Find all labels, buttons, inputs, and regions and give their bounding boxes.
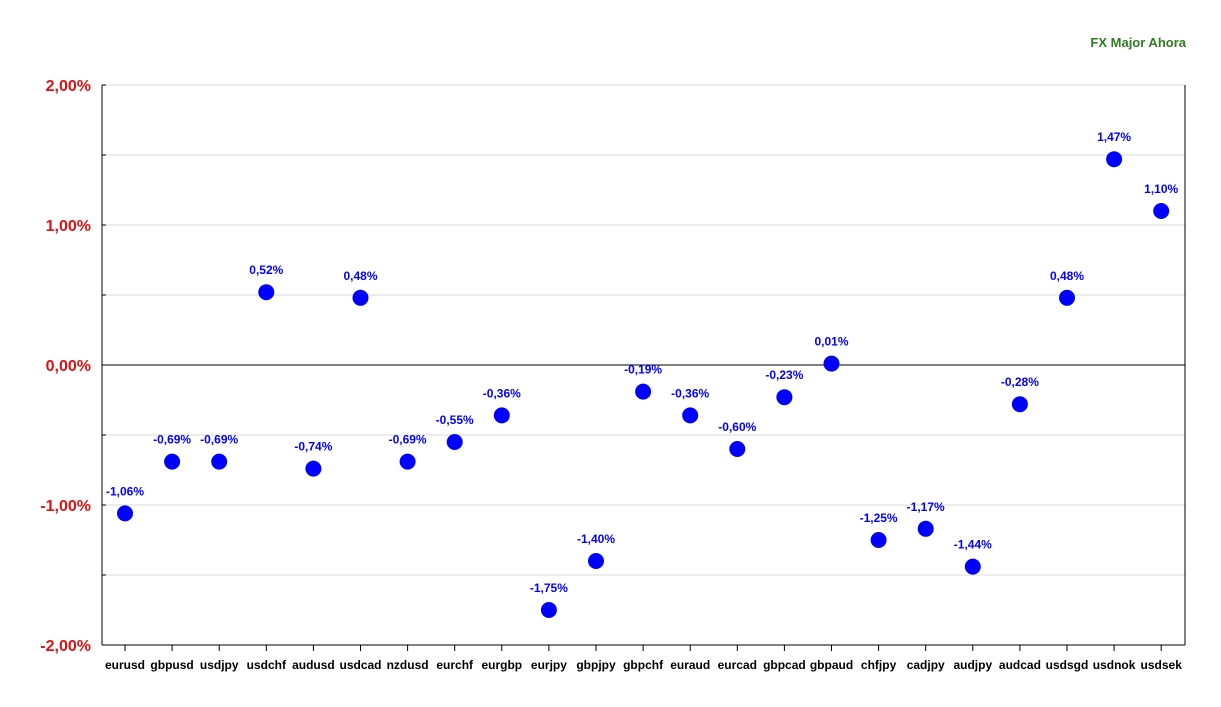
y-tick-labels: 2,00% 1,00% 0,00% -1,00% -2,00% <box>40 78 91 655</box>
x-tick-label-eurchf: eurchf <box>436 658 474 672</box>
data-point-usdjpy <box>211 453 228 470</box>
data-label-gbpchf: -0,19% <box>624 363 662 377</box>
y-tick-label: 1,00% <box>46 218 91 235</box>
x-tick-label-audjpy: audjpy <box>953 658 992 672</box>
x-tick-label-audusd: audusd <box>292 658 335 672</box>
data-point-audcad <box>1011 396 1028 413</box>
data-point-audjpy <box>964 558 981 575</box>
data-point-cadjpy <box>917 520 934 537</box>
data-point-usdchf <box>258 284 275 301</box>
data-point-gbpusd <box>164 453 181 470</box>
data-point-usdnok <box>1106 151 1123 168</box>
data-point-usdcad <box>352 289 369 306</box>
data-label-audjpy: -1,44% <box>954 538 992 552</box>
data-label-audusd: -0,74% <box>294 440 332 454</box>
x-tick-label-eurusd: eurusd <box>105 658 145 672</box>
data-label-gbpcad: -0,23% <box>765 368 803 382</box>
data-point-eurcad <box>729 441 746 457</box>
x-tick-label-eurgbp: eurgbp <box>481 658 522 672</box>
y-tick-label: 2,00% <box>46 78 91 95</box>
x-tick-label-gbpchf: gbpchf <box>623 658 664 672</box>
data-point-audusd <box>305 460 322 477</box>
data-label-usdchf: 0,52% <box>249 263 283 277</box>
x-tick-label-gbpaud: gbpaud <box>810 658 853 672</box>
y-tick-label: -1,00% <box>40 498 91 515</box>
x-tick-label-gbpcad: gbpcad <box>763 658 806 672</box>
data-label-eurgbp: -0,36% <box>483 386 521 400</box>
data-label-nzdusd: -0,69% <box>389 433 427 447</box>
data-point-chfjpy <box>870 532 887 548</box>
data-label-usdsgd: 0,48% <box>1050 269 1084 283</box>
data-label-usdnok: 1,47% <box>1097 130 1131 144</box>
y-tick-label: 0,00% <box>46 358 91 375</box>
x-tick-label-eurjpy: eurjpy <box>531 658 567 672</box>
x-tick-label-audcad: audcad <box>999 658 1041 672</box>
data-label-gbpjpy: -1,40% <box>577 532 615 546</box>
data-label-eurcad: -0,60% <box>718 420 756 434</box>
data-point-euraud <box>682 407 699 424</box>
x-tick-label-usdsgd: usdsgd <box>1046 658 1089 672</box>
data-label-usdsek: 1,10% <box>1144 182 1178 196</box>
data-label-eurusd: -1,06% <box>106 484 144 498</box>
grid-layer <box>102 84 1185 576</box>
axis-layer <box>101 84 1186 651</box>
data-labels: -1,06% -0,69% -0,69% 0,52% -0,74% 0,48% -0,69%… <box>106 130 1179 595</box>
x-tick-labels: eurusd gbpusd usdjpy usdchf audusd usdcad nzdu… <box>105 658 1182 672</box>
data-point-gbpaud <box>823 355 840 372</box>
data-point-eurgbp <box>493 407 510 424</box>
data-point-gbpchf <box>635 383 652 400</box>
x-tick-label-usdcad: usdcad <box>339 658 381 672</box>
data-point-gbpjpy <box>588 553 604 569</box>
x-tick-label-usdchf: usdchf <box>247 658 287 672</box>
data-label-eurchf: -0,55% <box>436 413 474 427</box>
data-label-usdcad: 0,48% <box>343 269 377 283</box>
data-point-nzdusd <box>399 453 416 470</box>
data-point-usdsgd <box>1059 289 1075 306</box>
x-tick-label-euraud: euraud <box>670 658 710 672</box>
data-label-chfjpy: -1,25% <box>860 511 898 525</box>
chart-title: FX Major Ahora <box>1090 35 1186 50</box>
data-point-eurusd <box>117 505 133 522</box>
data-label-audcad: -0,28% <box>1001 375 1039 389</box>
x-tick-label-gbpjpy: gbpjpy <box>576 658 616 672</box>
x-tick-label-usdjpy: usdjpy <box>200 658 239 672</box>
data-label-eurjpy: -1,75% <box>530 581 568 595</box>
data-point-eurjpy <box>540 602 557 618</box>
data-label-gbpaud: 0,01% <box>814 335 848 349</box>
data-point-gbpcad <box>776 389 793 406</box>
x-tick-label-gbpusd: gbpusd <box>150 658 193 672</box>
x-tick-label-nzdusd: nzdusd <box>387 658 429 672</box>
x-tick-label-usdnok: usdnok <box>1093 658 1136 672</box>
data-points <box>117 151 1170 618</box>
x-tick-label-usdsek: usdsek <box>1141 658 1183 672</box>
y-tick-label: -2,00% <box>40 638 91 655</box>
data-label-gbpusd: -0,69% <box>153 433 191 447</box>
x-tick-label-chfjpy: chfjpy <box>861 658 897 672</box>
data-label-cadjpy: -1,17% <box>907 500 945 514</box>
x-tick-label-eurcad: eurcad <box>718 658 757 672</box>
x-tick-label-cadjpy: cadjpy <box>907 658 945 672</box>
data-label-euraud: -0,36% <box>671 386 709 400</box>
data-point-eurchf <box>446 434 463 450</box>
data-point-usdsek <box>1153 203 1170 219</box>
data-label-usdjpy: -0,69% <box>200 433 238 447</box>
